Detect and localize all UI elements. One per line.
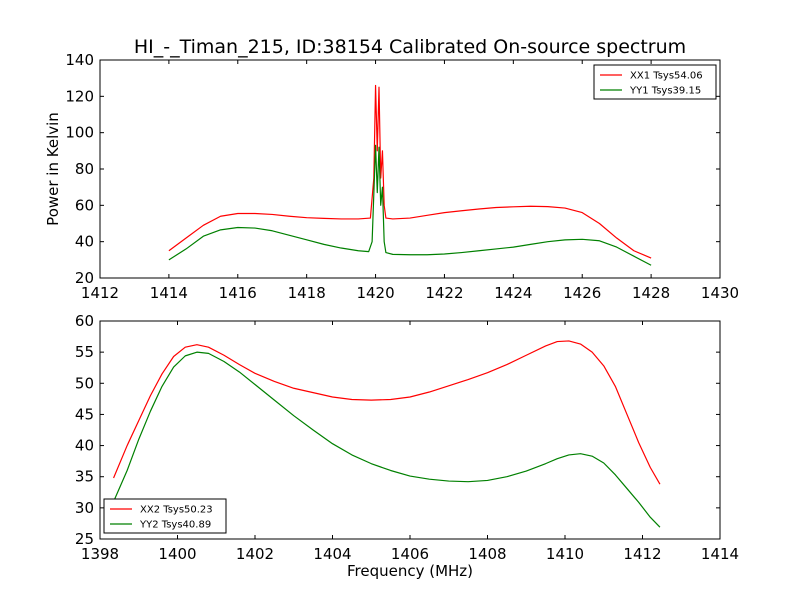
legend-label: YY2 Tsys40.89 — [139, 520, 211, 531]
x-tick-label: 1414 — [150, 284, 188, 302]
x-tick-label: 1418 — [288, 284, 326, 302]
series-line-1 — [113, 340, 661, 485]
y-tick-label: 45 — [75, 405, 94, 423]
x-tick-label: 1398 — [81, 545, 119, 563]
series-line-2 — [168, 144, 652, 266]
x-tick-label: 1412 — [81, 284, 119, 302]
x-tick-label: 1420 — [356, 284, 394, 302]
y-tick-label: 30 — [75, 499, 94, 517]
x-tick-label: 1426 — [563, 284, 601, 302]
y-tick-label: 140 — [65, 51, 94, 69]
series-line-1 — [168, 84, 652, 259]
x-tick-label: 1428 — [632, 284, 670, 302]
y-tick-label: 40 — [75, 233, 94, 251]
x-tick-label: 1408 — [468, 545, 506, 563]
top-spectrum-panel: 1412 1414 1416 1418 1420 1422 1424 1426 1428 1430… — [44, 51, 739, 302]
legend-label: XX1 Tsys54.06 — [630, 71, 703, 82]
y-tick-label: 20 — [75, 269, 94, 287]
series-line-2 — [113, 351, 661, 528]
x-tick-label: 1414 — [701, 545, 739, 563]
y-tick-label: 50 — [75, 374, 94, 392]
y-tick-label: 25 — [75, 530, 94, 548]
x-tick-label: 1430 — [701, 284, 739, 302]
y-axis-label: Power in Kelvin — [44, 112, 62, 226]
x-axis-label: Frequency (MHz) — [347, 562, 473, 580]
y-tick-label: 55 — [75, 343, 94, 361]
x-tick-label: 1412 — [623, 545, 661, 563]
legend-box — [103, 498, 227, 534]
legend-box — [593, 64, 717, 100]
x-tick-label: 1416 — [219, 284, 257, 302]
x-tick-label: 1406 — [391, 545, 429, 563]
x-tick-label: 1404 — [313, 545, 351, 563]
y-tick-label: 35 — [75, 468, 94, 486]
y-tick-label: 100 — [65, 124, 94, 142]
bottom-spectrum-panel: 1398 1400 1402 1404 1406 1408 1410 1412 1414 25 30… — [75, 312, 739, 580]
y-tick-label: 40 — [75, 437, 94, 455]
x-tick-label: 1424 — [494, 284, 532, 302]
legend-label: XX2 Tsys50.23 — [140, 505, 213, 516]
y-tick-label: 60 — [75, 312, 94, 330]
y-tick-label: 80 — [75, 160, 94, 178]
x-tick-label: 1422 — [425, 284, 463, 302]
y-tick-label: 120 — [65, 87, 94, 105]
y-tick-label: 60 — [75, 196, 94, 214]
x-tick-label: 1410 — [546, 545, 584, 563]
legend-label: YY1 Tsys39.15 — [629, 86, 701, 97]
x-tick-label: 1402 — [236, 545, 274, 563]
x-tick-label: 1400 — [158, 545, 196, 563]
figure-title: HI_-_Timan_215, ID:38154 Calibrated On-s… — [134, 36, 686, 58]
